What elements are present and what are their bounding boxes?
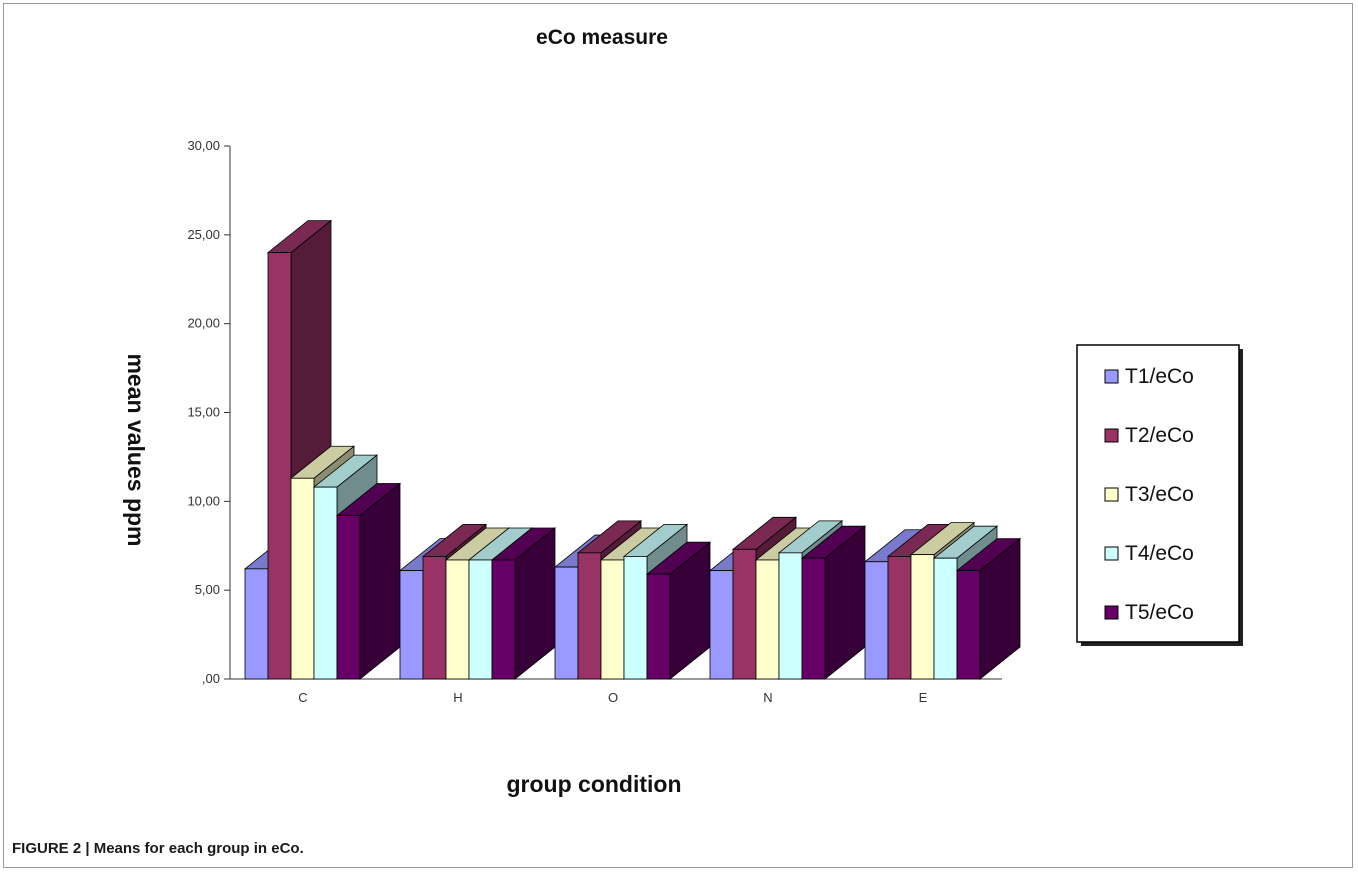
legend-item: T4/eCo <box>1104 542 1194 565</box>
y-tick-label: 25,00 <box>187 227 220 242</box>
legend-box <box>1076 344 1240 643</box>
legend-label: T3/eCo <box>1125 483 1194 506</box>
bar <box>955 537 1022 680</box>
x-tick-label: O <box>608 690 618 705</box>
legend-item: T1/eCo <box>1104 365 1194 388</box>
legend-item: T3/eCo <box>1104 483 1194 506</box>
bar <box>800 525 867 680</box>
x-tick-label: N <box>763 690 772 705</box>
y-tick-label: ,00 <box>202 671 220 686</box>
legend-swatch <box>1104 605 1119 620</box>
bar-group-O: O <box>553 520 712 705</box>
y-tick-label: 20,00 <box>187 316 220 331</box>
y-tick-label: 10,00 <box>187 493 220 508</box>
legend-item: T5/eCo <box>1104 601 1194 624</box>
y-tick-label: 5,00 <box>195 582 220 597</box>
legend-label: T1/eCo <box>1125 365 1194 388</box>
legend-label: T5/eCo <box>1125 601 1194 624</box>
legend-swatch <box>1104 428 1119 443</box>
bar-group-E: E <box>863 521 1022 705</box>
bar-group-C: C <box>243 219 402 705</box>
figure-caption: FIGURE 2 | Means for each group in eCo. <box>12 840 304 857</box>
chart-title: eCo measure <box>536 26 668 49</box>
legend-swatch <box>1104 546 1119 561</box>
x-tick-label: C <box>298 690 307 705</box>
y-tick-label: 30,00 <box>187 138 220 153</box>
y-axis-title: mean values ppm <box>123 353 149 546</box>
bar <box>335 482 402 680</box>
x-axis-title: group condition <box>506 771 681 797</box>
y-axis: ,00 5,00 10,00 15,00 20,00 25,00 30,00 <box>187 138 231 686</box>
bar <box>490 527 557 680</box>
bar-group-N: N <box>708 516 867 705</box>
bar-group-H: H <box>398 523 557 705</box>
legend-swatch <box>1104 369 1119 384</box>
x-tick-label: H <box>453 690 462 705</box>
legend-swatch <box>1104 487 1119 502</box>
x-tick-label: E <box>919 690 928 705</box>
bar <box>266 219 333 680</box>
legend-item: T2/eCo <box>1104 424 1194 447</box>
y-tick-label: 15,00 <box>187 405 220 420</box>
bar <box>645 541 712 680</box>
legend-label: T4/eCo <box>1125 542 1194 565</box>
legend-label: T2/eCo <box>1125 424 1194 447</box>
legend: T1/eCo T2/eCo T3/eCo T4/eCo T5/eCo <box>1076 344 1243 646</box>
